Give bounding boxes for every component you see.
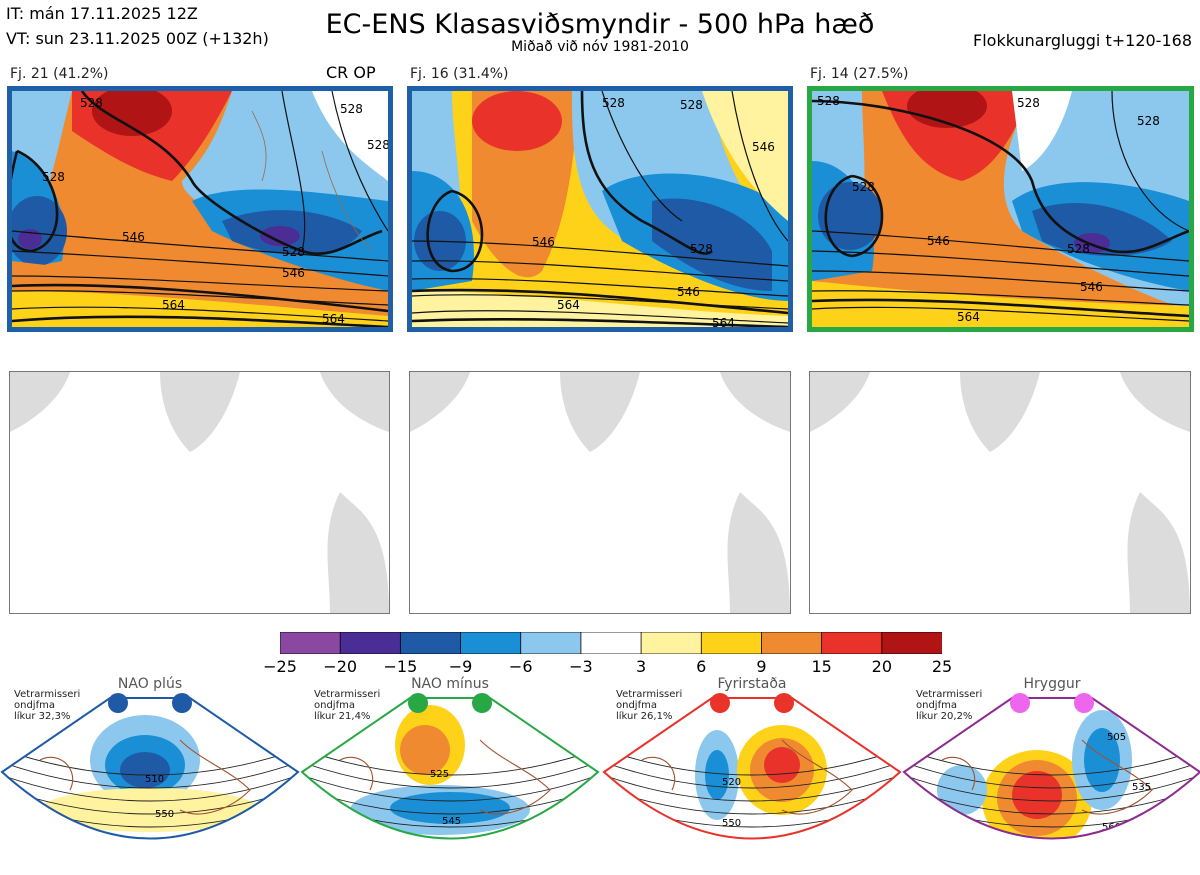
cluster-3-label: Fj. 14 (27.5%) — [810, 66, 909, 82]
regime-contour-label: 550 — [722, 818, 741, 829]
colorbar-tick-label: 20 — [871, 657, 892, 676]
page-title: EC-ENS Klasasviðsmyndir - 500 hPa hæð — [325, 9, 875, 40]
regime-contour-label: 520 — [722, 777, 741, 788]
colorbar-swatch — [821, 631, 883, 655]
svg-text:564: 564 — [712, 316, 735, 327]
colorbar-swatch — [640, 631, 703, 655]
svg-text:528: 528 — [1137, 114, 1160, 128]
colorbar-tick-label: 3 — [635, 657, 647, 676]
colorbar-tick-label: 9 — [756, 657, 767, 676]
colorbar-swatch — [339, 631, 402, 655]
colorbar-tick-label: −3 — [569, 657, 593, 676]
init-time: IT: mán 17.11.2025 12Z — [6, 4, 198, 23]
regime-contour-label: 565 — [450, 842, 469, 853]
regime-title: NAO plús — [117, 676, 183, 692]
svg-text:528: 528 — [690, 242, 713, 256]
regime-marker-dot — [472, 693, 492, 713]
svg-text:546: 546 — [927, 234, 950, 248]
svg-text:546: 546 — [1080, 280, 1103, 294]
regime-contour-label: 510 — [145, 774, 164, 785]
colorbar-tick-label: −25 — [263, 657, 297, 676]
svg-text:564: 564 — [322, 312, 345, 326]
colorbar-swatch — [700, 631, 763, 655]
svg-text:546: 546 — [677, 285, 700, 299]
colorbar-swatch — [460, 631, 522, 655]
regime-panel: 525 545 565 — [300, 690, 600, 871]
svg-text:528: 528 — [282, 245, 305, 259]
regime-probability: Vetrarmisseri ondjfma líkur 21,4% — [314, 689, 381, 722]
svg-text:528: 528 — [42, 170, 65, 184]
colorbar-tick-label: 15 — [811, 657, 832, 676]
colorbar-tick-label: 6 — [696, 657, 707, 676]
cluster-1-map: 528 528 528 528 546 546 528 564 564 — [7, 86, 393, 332]
classification-window: Flokkunargluggi t+120-168 — [973, 31, 1192, 50]
svg-text:528: 528 — [817, 94, 840, 108]
colorbar-swatch — [881, 631, 943, 655]
regime-outline — [902, 697, 1200, 840]
colorbar-tick-label: −6 — [508, 657, 533, 676]
regime-outline — [602, 697, 902, 840]
regime-marker-dot — [108, 693, 128, 713]
regime-marker-dot — [710, 693, 730, 713]
colorbar-swatch — [279, 631, 342, 655]
svg-text:564: 564 — [162, 298, 185, 312]
regime-marker-dot — [172, 693, 192, 713]
colorbar-swatch — [399, 631, 462, 655]
svg-text:564: 564 — [557, 298, 580, 312]
cluster-2-label: Fj. 16 (31.4%) — [410, 66, 509, 82]
regime-contour-label: 525 — [430, 769, 449, 780]
regime-probability: Vetrarmisseri ondjfma líkur 32,3% — [14, 689, 81, 722]
cluster-3-map: 528 528 528 528 546 546 528 564 — [807, 86, 1194, 332]
regime-marker-dot — [1010, 693, 1030, 713]
cluster-2-map: 528 528 546 546 528 546 564 564 — [407, 86, 793, 332]
svg-text:528: 528 — [1067, 242, 1090, 256]
colorbar-swatch — [761, 631, 823, 655]
colorbar-tick-label: 25 — [931, 657, 953, 676]
page-subtitle: Miðað við nóv 1981-2010 — [511, 39, 689, 55]
svg-text:528: 528 — [852, 180, 875, 194]
svg-text:528: 528 — [1017, 96, 1040, 110]
svg-text:546: 546 — [752, 140, 775, 154]
svg-text:546: 546 — [122, 230, 145, 244]
svg-text:546: 546 — [532, 235, 555, 249]
regime-probability: Vetrarmisseri ondjfma líkur 20,2% — [916, 689, 983, 722]
svg-text:528: 528 — [602, 96, 625, 110]
cluster-1-label: Fj. 21 (41.2%) — [10, 66, 109, 82]
colorbar — [279, 631, 943, 655]
regime-outline — [300, 697, 600, 840]
regime-title: NAO mínus — [411, 676, 489, 692]
empty-map-2 — [409, 371, 791, 614]
regime-marker-dot — [774, 693, 794, 713]
svg-text:528: 528 — [340, 102, 363, 116]
regime-contour-label: 545 — [442, 816, 461, 827]
regime-contour-label: 505 — [1107, 732, 1126, 743]
empty-map-1 — [9, 371, 390, 614]
colorbar-tick-label: −20 — [323, 657, 358, 676]
colorbar-swatch — [520, 631, 582, 655]
svg-text:528: 528 — [367, 138, 388, 152]
regime-contour-label: 535 — [1132, 782, 1151, 793]
regime-title: Hryggur — [1023, 676, 1081, 692]
regime-panel: 520 550 560 — [602, 690, 902, 871]
cluster-1-tag: CR OP — [326, 63, 376, 82]
valid-time: VT: sun 23.11.2025 00Z (+132h) — [6, 29, 269, 48]
svg-text:528: 528 — [80, 96, 103, 110]
regime-contour-label: 550 — [155, 809, 174, 820]
colorbar-swatch — [580, 631, 642, 655]
empty-map-3 — [809, 371, 1191, 614]
colorbar-tick-label: −9 — [448, 657, 473, 676]
svg-text:528: 528 — [680, 98, 703, 112]
regime-marker-dot — [1074, 693, 1094, 713]
svg-text:564: 564 — [957, 310, 980, 324]
svg-text:546: 546 — [282, 266, 305, 280]
regime-outline — [0, 697, 300, 840]
regime-probability: Vetrarmisseri ondjfma líkur 26,1% — [616, 689, 683, 722]
colorbar-tick-label: −15 — [383, 657, 418, 676]
regime-panel: 505 535 560 — [902, 690, 1200, 871]
regime-panel: 510 550 — [0, 690, 300, 871]
regime-marker-dot — [408, 693, 428, 713]
regime-title: Fyrirstaða — [717, 676, 787, 692]
